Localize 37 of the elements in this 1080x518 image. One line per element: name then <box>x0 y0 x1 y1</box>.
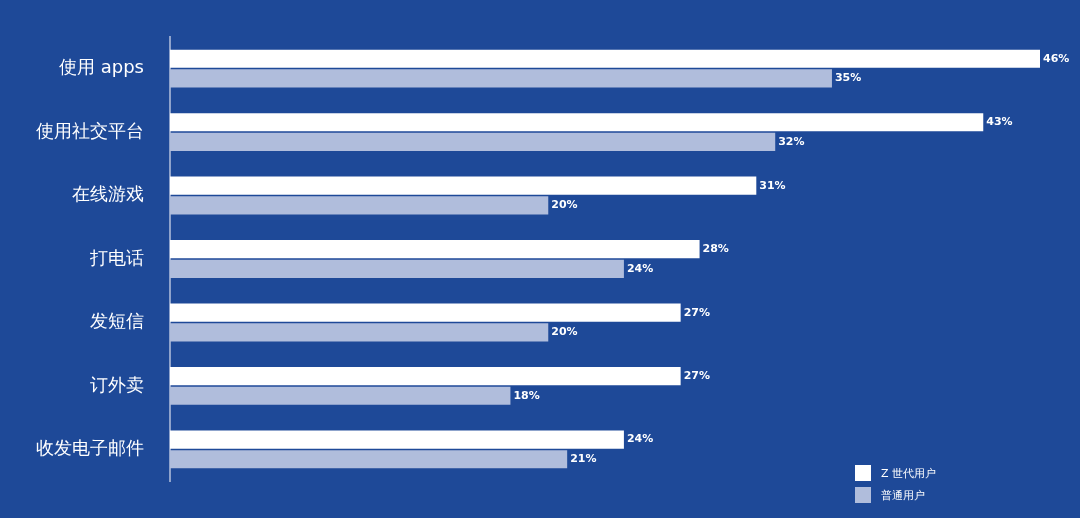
data-label: 35% <box>834 71 862 85</box>
bar <box>170 113 984 132</box>
data-label: 27% <box>683 368 710 382</box>
bar <box>170 176 757 195</box>
legend-label: Z 世代用户 <box>881 465 937 481</box>
legend-label: 普通用户 <box>881 487 925 503</box>
bar <box>170 49 1040 68</box>
data-label: 31% <box>759 178 786 192</box>
bar <box>170 367 681 386</box>
data-label: 28% <box>702 242 729 256</box>
data-label: 27% <box>683 305 710 319</box>
data-label: 24% <box>626 432 654 446</box>
y-tick-label: 收发电子邮件 <box>36 437 144 459</box>
bar <box>170 303 681 322</box>
data-label: 21% <box>570 452 597 466</box>
y-tick-label: 打电话 <box>89 246 144 268</box>
data-label: 46% <box>1043 51 1070 65</box>
bar <box>170 386 511 405</box>
bar <box>170 450 568 469</box>
bar <box>170 69 832 88</box>
y-tick-label: 使用 apps <box>59 56 144 78</box>
data-label: 20% <box>551 198 578 212</box>
data-label: 20% <box>551 325 578 339</box>
y-tick-label: 订外卖 <box>90 373 144 395</box>
y-tick-label: 发短信 <box>90 310 144 332</box>
data-label: 18% <box>513 388 540 402</box>
bar <box>170 132 776 151</box>
bar <box>170 259 624 278</box>
bar <box>170 323 549 342</box>
bar <box>170 196 549 215</box>
y-tick-label: 在线游戏 <box>72 183 144 205</box>
data-label: 43% <box>986 115 1013 129</box>
bar <box>170 240 700 259</box>
bar <box>170 430 624 449</box>
data-label: 24% <box>626 261 654 275</box>
y-tick-label: 使用社交平台 <box>36 119 144 141</box>
data-label: 32% <box>778 134 805 148</box>
